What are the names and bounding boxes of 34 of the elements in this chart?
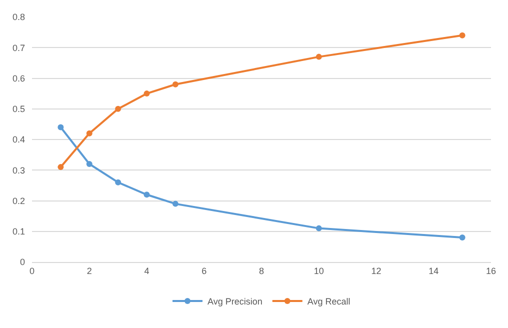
y-tick-label: 0.4 (12, 134, 25, 145)
point (144, 192, 150, 198)
point (144, 90, 150, 97)
x-tick-label: 0 (29, 266, 35, 276)
point (86, 130, 92, 136)
point (459, 234, 466, 240)
y-tick-label: 0.2 (12, 196, 25, 206)
y-tick-label: 0.5 (12, 104, 25, 114)
x-tick-label: 8 (258, 266, 264, 276)
y-tick-label: 0.1 (12, 226, 25, 237)
x-tick-label: 4 (144, 266, 150, 276)
legend-label: Avg Recall (307, 296, 350, 307)
point (58, 164, 64, 170)
point (115, 179, 122, 186)
point (86, 161, 92, 167)
y-tick-label: 0 (20, 257, 25, 268)
x-tick-label: 2 (86, 266, 92, 276)
point (172, 81, 178, 88)
point (316, 54, 322, 60)
point (316, 225, 322, 232)
y-tick-label: 0.6 (12, 73, 25, 84)
point (459, 32, 466, 38)
y-tick-label: 0.3 (12, 165, 25, 176)
x-tick-label: 6 (202, 266, 207, 276)
y-tick-label: 0.8 (12, 12, 25, 22)
y-tick-label: 0.7 (12, 42, 25, 53)
point (58, 124, 64, 130)
point (172, 200, 178, 207)
legend-label: Avg Precision (208, 296, 262, 307)
point (115, 106, 122, 112)
x-tick-label: 14 (428, 266, 439, 276)
x-tick-label: 10 (314, 266, 324, 276)
x-tick-label: 16 (486, 266, 496, 276)
x-tick-label: 12 (371, 266, 382, 276)
